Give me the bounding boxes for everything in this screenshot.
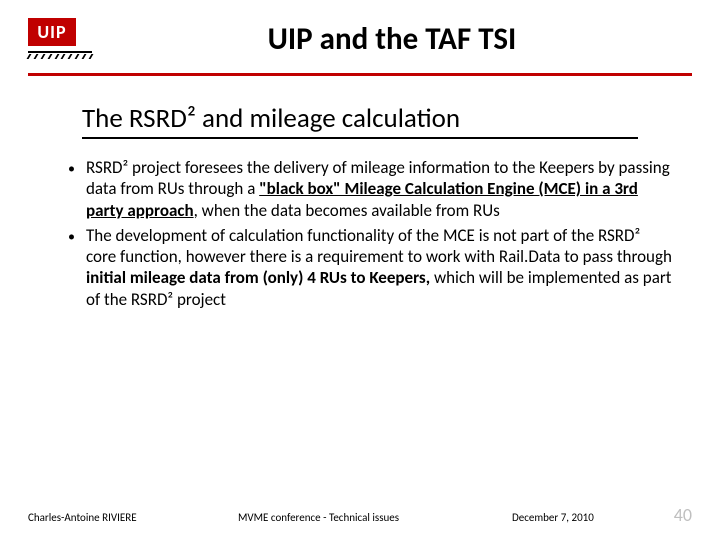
footer-date: December 7, 2010 [512,511,652,524]
slide: UIP UIP and the TAF TSI The RSRD² and mi… [0,0,720,540]
list-item: • The development of calculation functio… [68,225,672,310]
bullet-icon: • [68,225,86,246]
logo-track-icon [28,49,92,59]
subtitle-block: The RSRD² and mileage calculation [82,102,638,139]
footer: Charles-Antoine RIVIERE MVME conference … [28,504,692,526]
bullet-text: The development of calculation functiona… [86,225,672,310]
list-item: • RSRD² project foresees the delivery of… [68,157,672,221]
page-number: 40 [652,504,692,526]
subtitle-underline [82,137,638,139]
bullet-text: RSRD² project foresees the delivery of m… [86,157,672,221]
title-divider [28,73,692,76]
footer-author: Charles-Antoine RIVIERE [28,511,208,524]
footer-center: MVME conference - Technical issues [208,511,512,524]
logo-badge: UIP [28,18,76,46]
bullet-icon: • [68,157,86,178]
header-row: UIP UIP and the TAF TSI [28,18,692,59]
bullet-list: • RSRD² project foresees the delivery of… [68,157,672,310]
page-title: UIP and the TAF TSI [92,18,692,58]
subtitle-text: The RSRD² and mileage calculation [82,102,638,135]
logo: UIP [28,18,92,59]
